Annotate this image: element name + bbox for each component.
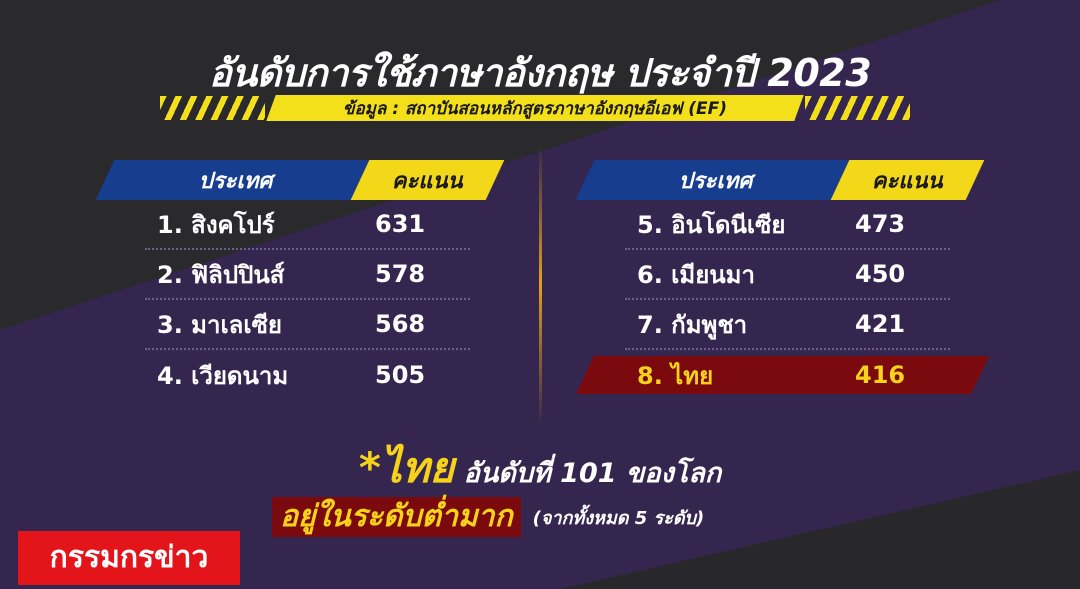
table-header: ประเทศ คะแนน (575, 160, 985, 200)
header-country-label: ประเทศ (199, 168, 273, 194)
table-row: 6. เมียนมา 450 (625, 250, 950, 300)
country: 8. ไทย (637, 361, 714, 390)
country: 6. เมียนมา (637, 260, 755, 289)
world-rank: อันดับที่ 101 ของโลก (463, 458, 722, 489)
header-score-label: คะแนน (872, 168, 943, 194)
source-band: ข้อมูล : สถาบันสอนหลักสูตรภาษาอังกฤษอีเอ… (160, 95, 910, 121)
score: 421 (855, 310, 906, 338)
ranking-table-left: ประเทศ คะแนน 1. สิงคโปร์ 631 2. ฟิลิปปินส… (95, 160, 505, 400)
thailand-rank-line: *ไทย อันดับที่ 101 ของโลก (0, 435, 1080, 501)
table-row-highlighted: 8. ไทย 416 (585, 350, 980, 400)
thai-label: *ไทย (358, 443, 455, 492)
score: 505 (375, 361, 426, 389)
header-score: คะแนน (830, 160, 985, 200)
table-header: ประเทศ คะแนน (95, 160, 505, 200)
table-row: 7. กัมพูชา 421 (625, 300, 950, 350)
header-country: ประเทศ (95, 160, 377, 200)
level-line: อยู่ในระดับต่ำมาก (จากทั้งหมด 5 ระดับ) (272, 497, 704, 537)
country: 4. เวียดนาม (157, 361, 289, 390)
country: 5. อินโดนีเซีย (637, 210, 786, 239)
table-row: 2. ฟิลิปปินส์ 578 (145, 250, 470, 300)
source-text: ข้อมูล : สถาบันสอนหลักสูตรภาษาอังกฤษอีเอ… (342, 98, 728, 119)
brand-logo: กรรมกรข่าว (18, 531, 240, 585)
source-box: ข้อมูล : สถาบันสอนหลักสูตรภาษาอังกฤษอีเอ… (266, 95, 804, 121)
header-country-label: ประเทศ (679, 168, 753, 194)
header-country: ประเทศ (575, 160, 857, 200)
country: 7. กัมพูชา (637, 310, 748, 339)
table-row: 5. อินโดนีเซีย 473 (625, 200, 950, 250)
score: 578 (375, 260, 426, 288)
stripes-decoration (805, 96, 910, 120)
ranking-table-right: ประเทศ คะแนน 5. อินโดนีเซีย 473 6. เมียนม… (575, 160, 985, 400)
country: 1. สิงคโปร์ (157, 210, 275, 239)
header-score: คะแนน (350, 160, 505, 200)
score: 568 (375, 310, 426, 338)
header-score-label: คะแนน (392, 168, 463, 194)
level-badge: อยู่ในระดับต่ำมาก (272, 497, 521, 537)
stripes-decoration (160, 96, 265, 120)
divider-glow (539, 145, 542, 425)
page-title: อันดับการใช้ภาษาอังกฤษ ประจำปี 2023 (208, 51, 872, 95)
table-row: 4. เวียดนาม 505 (145, 350, 470, 400)
score: 473 (855, 210, 906, 238)
country: 3. มาเลเซีย (157, 310, 282, 339)
table-row: 1. สิงคโปร์ 631 (145, 200, 470, 250)
score: 416 (855, 361, 906, 389)
country: 2. ฟิลิปปินส์ (157, 260, 285, 289)
score: 450 (855, 260, 906, 288)
level-note: (จากทั้งหมด 5 ระดับ) (532, 507, 705, 529)
score: 631 (375, 210, 426, 238)
table-row: 3. มาเลเซีย 568 (145, 300, 470, 350)
